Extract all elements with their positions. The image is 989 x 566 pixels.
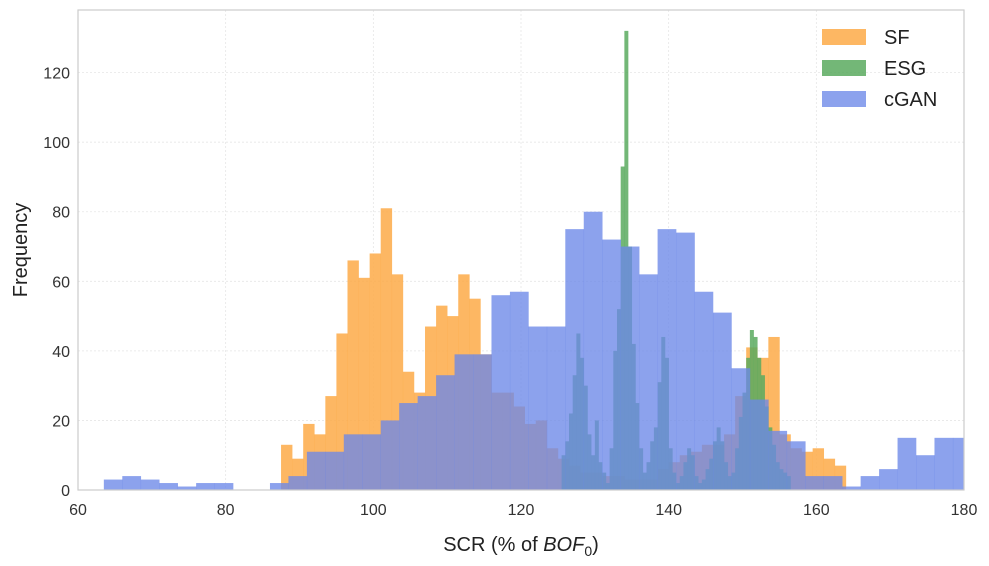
bar-cgan <box>952 437 965 490</box>
x-tick-label: 80 <box>217 502 235 519</box>
legend-swatch-esg <box>822 60 866 76</box>
bar-cgan <box>380 420 400 490</box>
y-tick-label: 120 <box>43 66 70 83</box>
bar-sf <box>801 451 813 490</box>
bar-cgan <box>436 375 455 490</box>
bar-cgan <box>177 486 197 490</box>
bar-cgan <box>399 403 418 490</box>
bar-cgan <box>159 483 178 490</box>
bar-cgan <box>417 396 437 490</box>
bar-cgan <box>842 486 861 490</box>
bar-cgan <box>196 483 215 490</box>
bar-cgan <box>657 229 677 490</box>
legend: SF ESG cGAN <box>822 27 937 111</box>
legend-label-cgan: cGAN <box>884 89 937 111</box>
bar-cgan <box>786 441 806 490</box>
y-tick-label: 20 <box>52 413 70 430</box>
bar-cgan <box>639 274 658 490</box>
y-tick-label: 80 <box>52 205 70 222</box>
bar-cgan <box>362 434 382 490</box>
bar-cgan <box>805 476 825 490</box>
bar-cgan <box>306 451 326 490</box>
bar-sf <box>347 260 359 490</box>
bar-cgan <box>565 229 585 490</box>
bar-cgan <box>860 476 880 490</box>
bar-sf <box>391 274 404 490</box>
x-tick-label: 60 <box>69 502 87 519</box>
bar-sf <box>336 333 348 490</box>
bar-cgan <box>620 246 640 490</box>
bar-cgan <box>676 232 695 490</box>
bar-cgan <box>602 239 621 490</box>
legend-label-sf: SF <box>884 27 910 49</box>
bar-cgan <box>823 476 843 490</box>
x-tick-label: 160 <box>803 502 830 519</box>
bar-cgan <box>694 291 714 490</box>
bar-cgan <box>325 451 345 490</box>
legend-swatch-cgan <box>822 91 866 107</box>
bar-cgan <box>214 483 234 490</box>
bar-cgan <box>768 430 788 490</box>
bar-cgan <box>509 291 529 490</box>
bar-cgan <box>897 437 917 490</box>
bar-sf <box>292 458 304 490</box>
bar-cgan <box>546 326 566 490</box>
bar-cgan <box>343 434 363 490</box>
bar-cgan <box>288 476 308 490</box>
bar-cgan <box>473 354 492 490</box>
y-tick-label: 40 <box>52 344 70 361</box>
bar-cgan <box>454 354 474 490</box>
histogram-bars <box>103 30 965 491</box>
x-axis-label: SCR (% of BOF0) <box>443 534 599 559</box>
bar-cgan <box>583 211 603 490</box>
x-tick-label: 100 <box>360 502 387 519</box>
series-cgan <box>103 211 965 490</box>
bar-cgan <box>140 479 160 490</box>
y-tick-label: 60 <box>52 274 70 291</box>
x-tick-labels: 60 80 100 120 140 160 180 <box>69 502 977 519</box>
legend-label-esg: ESG <box>884 58 926 80</box>
bar-sf <box>812 448 825 490</box>
bar-sf <box>768 336 780 490</box>
bar-cgan <box>103 479 123 490</box>
bar-sf <box>358 277 370 490</box>
y-tick-label: 0 <box>61 483 70 500</box>
y-tick-label: 100 <box>43 135 70 152</box>
bar-cgan <box>731 368 751 490</box>
bar-sf <box>380 208 393 490</box>
bar-sf <box>325 396 337 490</box>
bar-cgan <box>528 326 548 490</box>
bar-cgan <box>749 399 769 490</box>
bar-sf <box>823 458 836 490</box>
bar-cgan <box>491 295 511 490</box>
bar-cgan <box>122 476 142 490</box>
y-axis-label: Frequency <box>10 203 32 298</box>
bar-cgan <box>934 437 954 490</box>
x-tick-label: 140 <box>655 502 682 519</box>
y-tick-labels: 0 20 40 60 80 100 120 <box>43 66 70 500</box>
x-tick-label: 180 <box>951 502 978 519</box>
bar-cgan <box>269 483 289 490</box>
bar-sf <box>369 253 382 490</box>
bar-sf <box>281 444 293 490</box>
bar-cgan <box>879 469 898 490</box>
x-tick-label: 120 <box>508 502 535 519</box>
bar-cgan <box>712 312 732 490</box>
bar-cgan <box>916 455 935 490</box>
plot-frame <box>77 9 965 491</box>
legend-swatch-sf <box>822 29 866 45</box>
